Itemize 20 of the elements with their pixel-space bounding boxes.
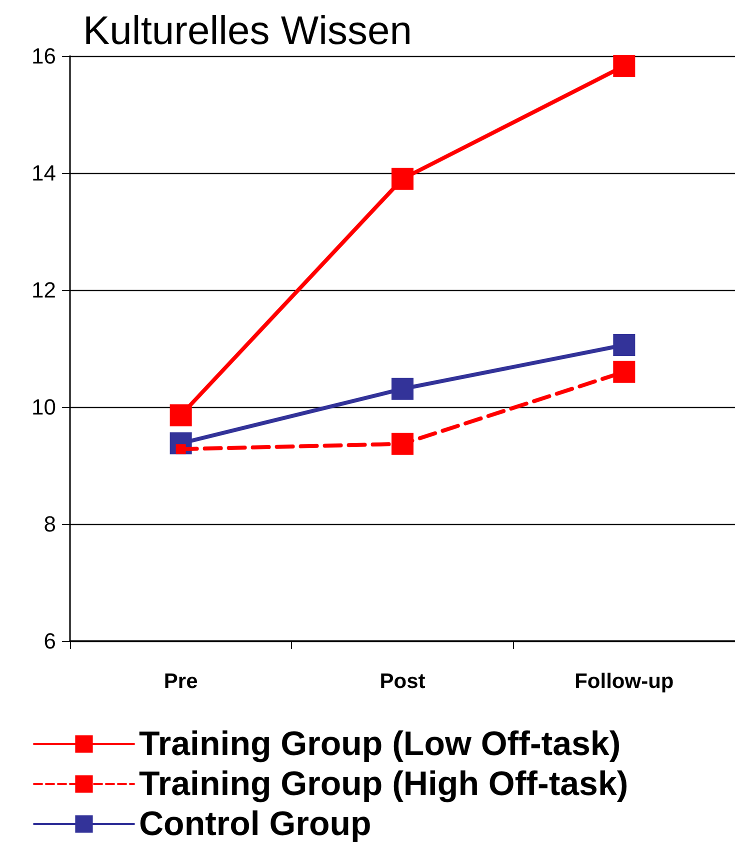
x-tick-label: Pre — [164, 670, 198, 693]
y-tick-label: 8 — [44, 512, 56, 536]
y-tick-label: 6 — [44, 628, 56, 654]
legend-label: Training Group (Low Off-task) — [139, 725, 621, 763]
y-tick-label: 10 — [32, 394, 56, 420]
x-tick-label: Post — [380, 670, 426, 693]
legend-label: Training Group (High Off-task) — [139, 765, 628, 803]
point — [170, 404, 192, 426]
legend-label: Control Group — [139, 805, 372, 843]
chart-title: Kulturelles Wissen — [83, 9, 412, 53]
point — [392, 432, 414, 455]
y-tick-label: 14 — [32, 160, 56, 186]
point — [613, 54, 636, 77]
y-tick-label: 16 — [32, 44, 56, 68]
y-tick-label: 12 — [32, 278, 56, 302]
x-tick-label: Follow-up — [574, 670, 674, 693]
point — [613, 360, 636, 383]
point — [392, 378, 414, 400]
point — [392, 168, 414, 190]
point — [613, 334, 636, 356]
